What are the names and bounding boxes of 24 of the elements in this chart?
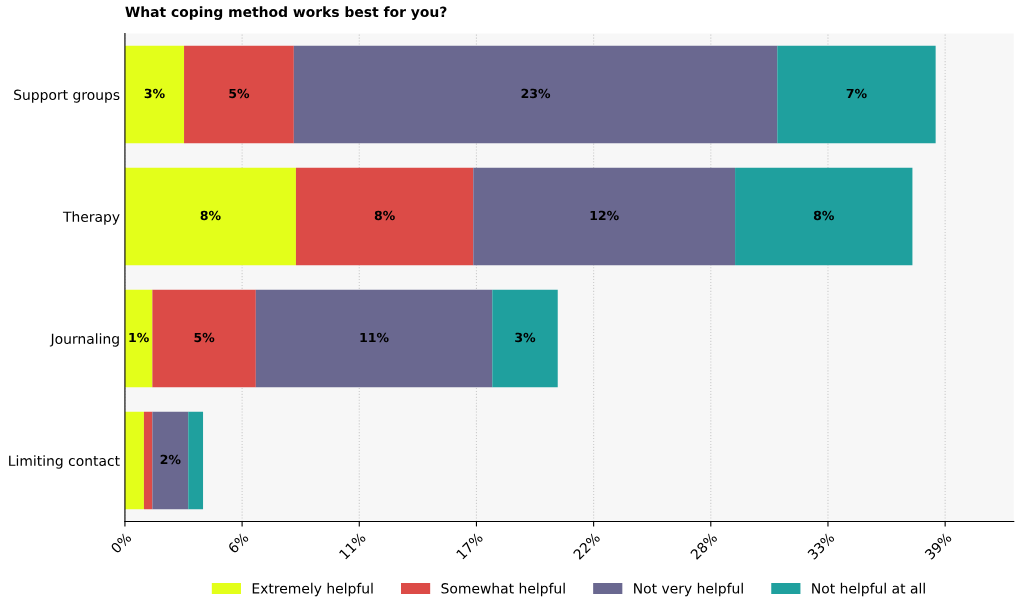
data-label: 8% <box>813 210 834 221</box>
x-tick-label: 0% <box>110 531 132 554</box>
data-label: 3% <box>515 332 536 343</box>
legend-label: Not very helpful <box>634 582 743 597</box>
data-label: 2% <box>160 454 181 465</box>
data-label: 23% <box>521 88 551 99</box>
chart-title: What coping method works best for you? <box>125 6 447 20</box>
y-tick-label: Limiting contact <box>9 455 120 469</box>
data-label: 7% <box>846 88 867 99</box>
data-label: 11% <box>360 332 389 343</box>
y-tick-label: Therapy <box>62 211 120 225</box>
legend-label: Not helpful at all <box>812 582 925 597</box>
data-label: 5% <box>229 88 250 99</box>
x-tick-label: 6% <box>227 531 250 554</box>
data-label: 8% <box>374 210 395 221</box>
data-label: 5% <box>194 332 215 343</box>
y-tick-label: Journaling <box>49 333 119 347</box>
data-label: 3% <box>144 88 165 99</box>
data-label: 12% <box>590 210 619 221</box>
legend-label: Extremely helpful <box>252 582 373 597</box>
data-label: 1% <box>129 332 149 343</box>
legend-label: Somewhat helpful <box>441 582 565 597</box>
data-label: 8% <box>200 210 221 221</box>
y-tick-label: Support groups <box>14 89 120 103</box>
